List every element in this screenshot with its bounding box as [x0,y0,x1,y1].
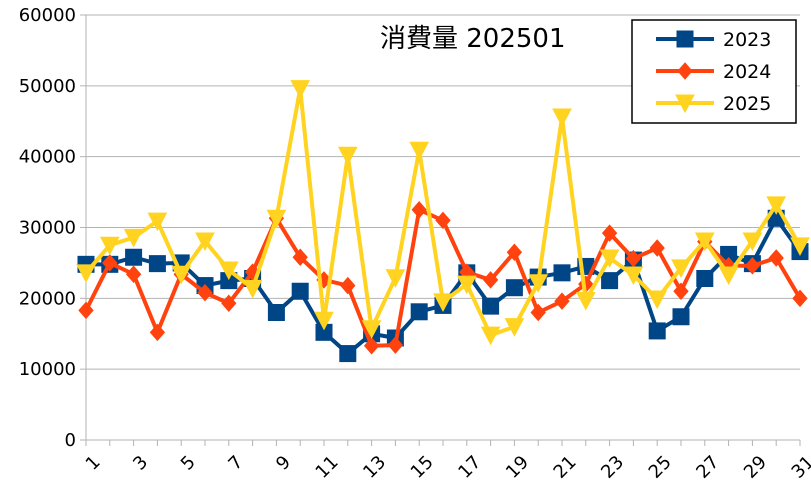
data-point-2025 [647,290,668,310]
data-point-2025 [337,146,358,166]
data-point-2024 [387,336,404,354]
data-point-2025 [266,209,287,229]
data-point-2024 [435,211,451,230]
data-point-2025 [76,264,96,283]
data-point-2023 [125,248,143,266]
data-point-2023 [148,255,166,273]
data-point-2024 [78,301,94,320]
y-tick-label: 60000 [19,5,76,26]
data-point-2025 [694,232,715,252]
data-point-2025 [718,266,739,286]
data-point-2025 [575,291,596,311]
legend-label: 2025 [723,93,771,115]
data-point-2023 [601,272,619,290]
data-point-2025 [599,249,620,269]
data-point-2024 [197,283,213,302]
data-point-2025 [242,279,263,299]
legend-item-2024: 2024 [656,61,771,83]
data-point-2023 [339,345,357,363]
data-point-2025 [480,326,501,346]
data-point-2024 [221,294,237,313]
y-axis: 0 10000 20000 30000 40000 50000 60000 [19,5,87,451]
data-point-2025 [147,212,168,232]
data-point-2024 [506,243,523,262]
data-point-2023 [410,303,428,321]
data-point-2025 [361,320,382,339]
data-point-2024 [411,201,427,219]
y-tick-label: 20000 [19,288,76,309]
legend: 2023 2024 2025 [631,19,797,124]
data-point-2023 [505,279,523,297]
series-group [76,80,810,363]
data-point-2023 [672,308,690,326]
data-point-2024 [768,249,784,267]
y-tick-label: 30000 [19,218,76,239]
data-point-2024 [482,271,499,289]
data-point-2023 [267,304,285,321]
data-point-2024 [340,276,356,295]
data-point-2024 [649,239,665,257]
data-point-2025 [766,196,787,215]
legend-label: 2024 [723,61,771,83]
data-point-2024 [744,256,761,275]
data-point-2025 [409,141,430,161]
data-point-2025 [385,269,406,288]
data-point-2025 [623,266,644,286]
y-tick-label: 10000 [19,359,76,380]
legend-marker [677,62,693,80]
data-point-2023 [482,297,500,315]
data-point-2025 [671,259,691,278]
data-point-2024 [673,282,689,301]
data-point-2025 [790,237,810,256]
data-point-2025 [456,275,477,295]
legend-item-2025: 2025 [656,93,771,115]
data-point-2025 [171,265,192,285]
data-point-2025 [433,293,453,312]
data-point-2025 [552,108,572,128]
data-point-2025 [195,232,215,252]
data-point-2024 [554,292,570,310]
data-point-2025 [314,311,334,331]
data-point-2023 [291,282,309,300]
data-point-2023 [553,264,571,282]
data-point-2025 [528,274,549,293]
legend-label: 2023 [723,29,771,51]
data-point-2024 [125,265,142,284]
data-point-2024 [363,337,380,355]
chart-title: 消費量 202501 [380,24,566,54]
series-2025 [76,80,810,346]
y-tick-label: 50000 [19,76,76,97]
y-tick-label: 40000 [19,147,76,168]
data-point-2025 [123,228,144,248]
data-point-2023 [696,270,714,287]
data-point-2025 [99,236,120,256]
data-point-2024 [292,248,308,267]
legend-item-2023: 2023 [656,29,771,51]
data-point-2025 [290,80,311,99]
data-point-2024 [530,303,546,322]
data-point-2025 [742,232,763,252]
data-point-2024 [149,323,166,342]
data-point-2024 [792,289,808,308]
data-point-2024 [601,224,618,242]
data-point-2025 [218,261,239,281]
legend-marker [676,30,694,48]
y-tick-label: 0 [65,430,76,451]
data-point-2024 [102,254,118,272]
legend-marker [675,94,695,114]
data-point-2025 [504,318,525,337]
data-point-2023 [648,322,666,340]
